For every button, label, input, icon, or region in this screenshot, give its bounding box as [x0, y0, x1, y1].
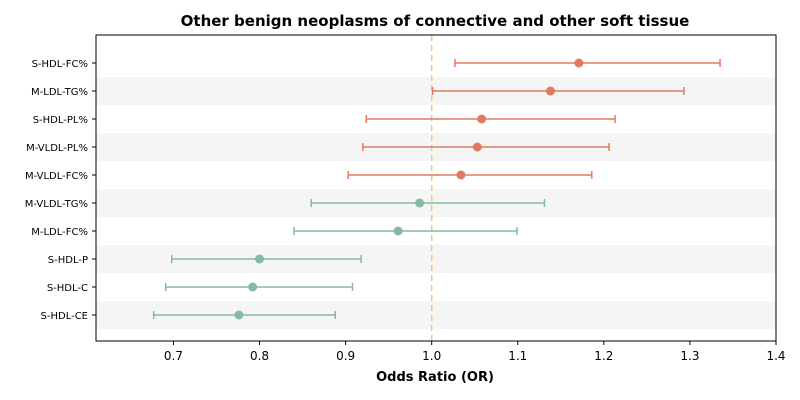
category-label: M-LDL-TG% [31, 87, 88, 98]
or-point [248, 282, 258, 292]
x-tick-label: 0.9 [336, 349, 355, 363]
or-point [472, 142, 482, 152]
x-tick-label: 1.3 [680, 349, 699, 363]
x-tick-label: 1.0 [422, 349, 441, 363]
category-label: S-HDL-P [48, 255, 88, 266]
or-point [415, 198, 425, 208]
data-marks [152, 58, 721, 320]
category-label: M-VLDL-TG% [25, 199, 88, 210]
category-label: M-VLDL-PL% [26, 143, 88, 154]
chart-title: Other benign neoplasms of connective and… [181, 12, 690, 30]
or-point [545, 86, 555, 96]
or-point [234, 310, 244, 320]
or-point [393, 226, 403, 236]
category-label: S-HDL-FC% [32, 59, 88, 70]
x-axis: 0.7 0.8 0.9 1.0 1.1 1.2 1.3 1.4 [164, 341, 786, 363]
x-tick-label: 1.4 [766, 349, 785, 363]
or-point [574, 58, 584, 68]
category-label: M-LDL-FC% [31, 227, 88, 238]
plot-border [95, 34, 777, 342]
or-point [255, 254, 265, 264]
x-tick-label: 1.2 [594, 349, 613, 363]
x-tick-label: 0.8 [250, 349, 269, 363]
x-tick-label: 0.7 [164, 349, 183, 363]
category-label: S-HDL-CE [41, 311, 88, 322]
category-label: S-HDL-PL% [33, 115, 88, 126]
x-tick-label: 1.1 [508, 349, 527, 363]
or-point [477, 114, 487, 124]
y-axis-labels: S-HDL-FC% M-LDL-TG% S-HDL-PL% M-VLDL-PL% M-V… [25, 59, 96, 322]
or-point [456, 170, 466, 180]
x-axis-label: Odds Ratio (OR) [376, 370, 494, 385]
category-label: M-VLDL-FC% [25, 171, 88, 182]
category-label: S-HDL-C [47, 283, 88, 294]
